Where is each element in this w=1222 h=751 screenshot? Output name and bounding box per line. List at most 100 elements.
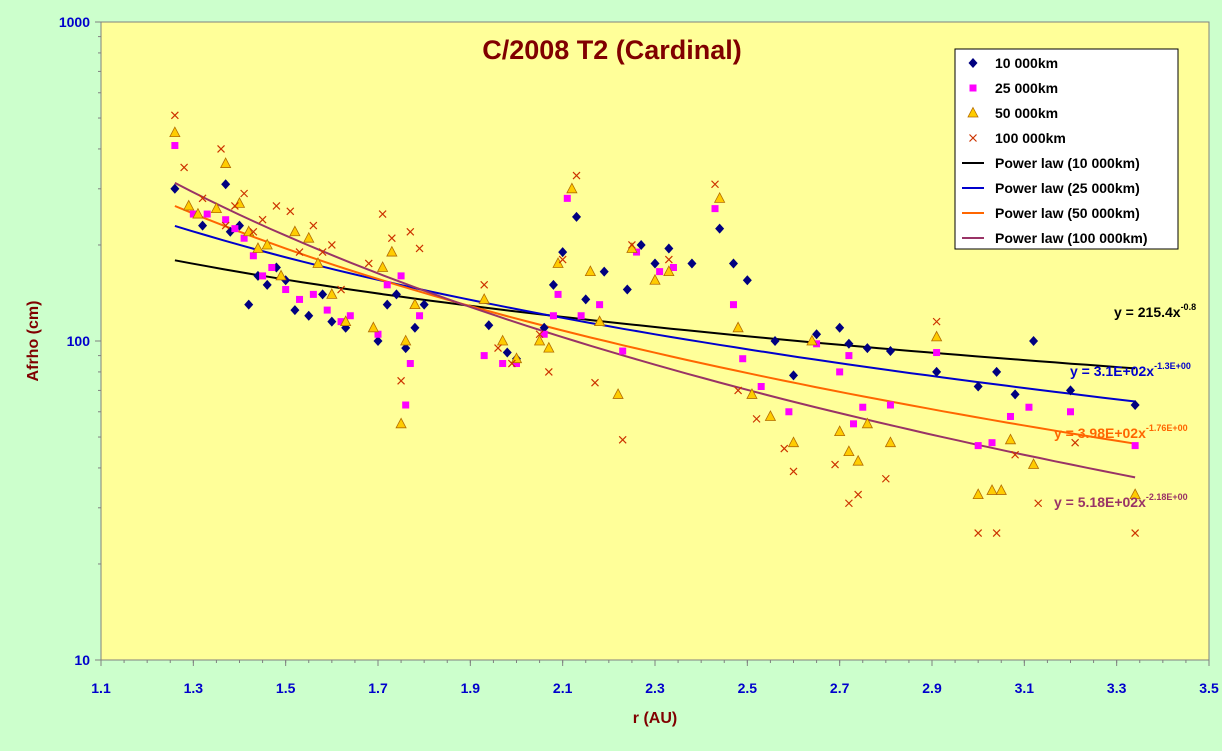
data-point: [572, 171, 581, 180]
plot-border: [100, 21, 1210, 661]
data-point: [664, 255, 673, 264]
data-point: [480, 280, 489, 289]
data-point: [391, 289, 401, 300]
data-point: [533, 334, 546, 346]
data-point: [711, 205, 719, 213]
data-point: [249, 227, 258, 236]
data-point: [577, 312, 585, 320]
data-point: [318, 289, 328, 300]
data-point: [309, 221, 318, 230]
data-point: [373, 336, 383, 346]
data-point: [1025, 403, 1033, 411]
chart-title: C/2008 T2 (Cardinal): [482, 35, 742, 65]
data-point: [416, 312, 424, 320]
legend-marker-2: [969, 84, 977, 92]
data-point: [752, 414, 761, 423]
data-point: [859, 403, 867, 411]
data-point: [549, 312, 557, 320]
data-point: [382, 299, 392, 310]
data-point: [881, 474, 890, 483]
data-point: [544, 367, 553, 376]
data-point: [402, 401, 410, 409]
data-point: [323, 306, 331, 314]
data-point: [410, 322, 420, 333]
data-point: [845, 352, 853, 360]
data-point: [221, 179, 231, 190]
data-point: [1006, 412, 1014, 420]
data-point: [834, 425, 846, 436]
x-tick-label: 3.5: [1199, 680, 1219, 696]
data-point: [591, 378, 599, 387]
fit-line-3: [174, 205, 1136, 445]
data-point: [290, 305, 300, 316]
data-point: [286, 207, 295, 216]
data-point: [478, 293, 490, 304]
data-point: [289, 225, 301, 237]
data-point: [554, 290, 562, 298]
data-point: [539, 322, 549, 333]
data-point: [261, 238, 273, 250]
data-point: [558, 255, 567, 264]
legend-fit-label-4: Power law (100 000km): [995, 230, 1148, 246]
data-point: [843, 445, 855, 457]
data-point: [244, 299, 254, 310]
data-point: [240, 234, 248, 242]
data-point: [401, 343, 411, 354]
data-point: [1027, 458, 1040, 469]
legend-label-1: 10 000km: [995, 55, 1058, 71]
data-point: [732, 321, 744, 333]
data-point: [739, 355, 747, 363]
data-point: [484, 320, 494, 331]
data-point: [669, 263, 677, 271]
data-point: [1130, 400, 1140, 411]
data-point: [192, 207, 204, 219]
data-point: [844, 338, 854, 349]
data-point: [789, 370, 798, 381]
data-point: [581, 294, 591, 305]
data-point: [376, 261, 389, 272]
data-point: [884, 436, 897, 448]
fit-equation-2: y = 3.1E+02x-1.3E+00: [1070, 361, 1191, 379]
data-point: [240, 189, 249, 198]
fit-equation-1: y = 215.4x-0.8: [1114, 302, 1196, 320]
data-point: [728, 258, 738, 269]
data-point: [933, 349, 941, 357]
data-point: [1131, 529, 1140, 537]
data-point: [374, 330, 382, 338]
data-point: [1029, 336, 1039, 346]
data-point: [327, 241, 336, 249]
data-point: [862, 343, 872, 354]
data-point: [203, 210, 211, 218]
fit-equation-4: y = 5.18E+02x-2.18E+00: [1054, 492, 1188, 510]
data-point: [1066, 385, 1075, 396]
data-point: [295, 248, 304, 257]
x-tick-label: 2.3: [645, 680, 665, 696]
data-point: [395, 417, 407, 429]
data-point: [992, 529, 1001, 537]
data-point: [387, 234, 396, 243]
data-point: [973, 381, 983, 392]
data-point: [789, 467, 798, 476]
legend: 10 000km 25 000km 50 000km 100 000km Power l…: [954, 48, 1179, 250]
legend-box: [954, 48, 1179, 250]
data-point: [364, 259, 373, 268]
data-point: [210, 202, 223, 214]
data-point: [409, 298, 421, 310]
data-point: [992, 366, 1002, 377]
data-point: [326, 288, 338, 299]
data-point: [540, 330, 548, 338]
data-point: [535, 330, 544, 339]
data-point: [713, 191, 726, 203]
data-point: [499, 360, 507, 368]
x-tick-label: 1.7: [368, 680, 388, 696]
data-point: [170, 111, 179, 120]
data-point: [309, 290, 317, 298]
data-point: [419, 299, 429, 310]
data-point: [612, 388, 624, 399]
data-point: [397, 376, 406, 385]
data-point: [233, 197, 246, 208]
x-tick-label: 1.3: [184, 680, 204, 696]
data-point: [221, 221, 230, 230]
data-point: [770, 336, 780, 346]
